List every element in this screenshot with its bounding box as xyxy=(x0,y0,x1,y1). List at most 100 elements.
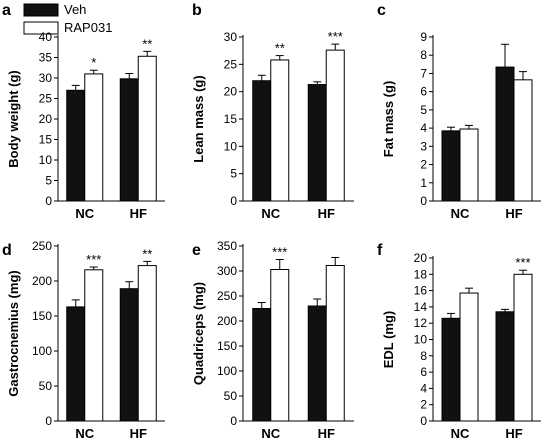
y-tick-label: 0 xyxy=(45,194,52,208)
x-tick-label: NC xyxy=(261,206,280,221)
y-tick-label: 5 xyxy=(420,103,427,117)
legend-swatch-veh xyxy=(23,3,59,17)
bar-hf-rap031 xyxy=(325,265,345,422)
bar-hf-veh xyxy=(495,311,515,422)
y-tick-label: 1 xyxy=(420,176,427,190)
panel-c: c Fat mass (g) 0 1 2 3 4 5 6 7 8 9 NC HF xyxy=(377,2,541,221)
y-tick-label: 16 xyxy=(414,284,428,298)
bar-hf-rap031 xyxy=(137,265,157,422)
bar-hf-rap031 xyxy=(513,79,533,202)
y-tick-label: 2 xyxy=(420,158,427,172)
y-tick-label: 15 xyxy=(224,112,238,126)
y-tick-label: 25 xyxy=(224,57,238,71)
y-tick-label: 20 xyxy=(39,112,53,126)
bar-nc-rap031 xyxy=(84,73,104,202)
y-tick-label: 4 xyxy=(420,121,427,135)
bar-hf-veh xyxy=(119,288,139,422)
x-tick-label: HF xyxy=(505,426,522,441)
panel-e: e Quadriceps (mg) 0 50 100 150 200 250 300 350 NC H… xyxy=(191,239,354,441)
x-tick-label: HF xyxy=(318,426,335,441)
y-tick-label: 12 xyxy=(414,316,428,330)
y-tick-label: 6 xyxy=(420,85,427,99)
significance-marker: ** xyxy=(275,41,285,56)
bar-nc-veh xyxy=(66,89,86,202)
y-tick-label: 35 xyxy=(39,51,53,65)
y-tick-label: 200 xyxy=(32,274,52,288)
bar-nc-rap031 xyxy=(270,269,290,422)
y-tick-label: 30 xyxy=(39,71,53,85)
bar-nc-rap031 xyxy=(459,128,479,202)
bar-hf-veh xyxy=(495,66,515,202)
y-tick-label: 150 xyxy=(32,309,52,323)
y-tick-label: 25 xyxy=(39,92,53,106)
bar-nc-rap031 xyxy=(459,292,479,422)
y-tick-label: 50 xyxy=(224,389,238,403)
significance-marker: *** xyxy=(272,245,287,260)
significance-marker: *** xyxy=(515,255,530,270)
y-tick-label: 0 xyxy=(45,414,52,428)
y-tick-label: 8 xyxy=(420,48,427,62)
y-tick-label: 0 xyxy=(420,414,427,428)
bar-hf-rap031 xyxy=(513,273,533,422)
bar-nc-veh xyxy=(441,317,461,422)
panel-f: f EDL (mg) 0 2 4 6 8 10 12 14 16 18 20 NC HF *** xyxy=(377,242,541,441)
y-tick-label: 6 xyxy=(420,365,427,379)
bar-nc-veh xyxy=(441,130,461,202)
y-tick-label: 10 xyxy=(224,139,238,153)
y-tick-label: 100 xyxy=(217,364,237,378)
y-tick-label: 0 xyxy=(420,194,427,208)
y-tick-label: 15 xyxy=(39,133,53,147)
y-tick-label: 5 xyxy=(45,174,52,188)
bar-hf-veh xyxy=(307,305,327,422)
significance-marker: ** xyxy=(142,36,152,51)
bar-nc-veh xyxy=(252,80,272,202)
panel-letter: e xyxy=(192,242,201,259)
y-tick-label: 5 xyxy=(230,167,237,181)
x-tick-label: NC xyxy=(75,206,94,221)
y-axis-label: Fat mass (g) xyxy=(381,81,396,158)
y-tick-label: 250 xyxy=(32,239,52,253)
panel-letter: b xyxy=(192,2,202,19)
y-tick-label: 40 xyxy=(39,30,53,44)
y-tick-label: 200 xyxy=(217,314,237,328)
panel-letter: a xyxy=(2,2,11,19)
panel-letter: d xyxy=(2,242,12,259)
x-tick-label: HF xyxy=(130,426,147,441)
bar-hf-rap031 xyxy=(137,55,157,202)
y-tick-label: 300 xyxy=(217,264,237,278)
y-tick-label: 4 xyxy=(420,381,427,395)
y-tick-label: 0 xyxy=(230,414,237,428)
significance-marker: * xyxy=(91,55,96,70)
x-tick-label: NC xyxy=(261,426,280,441)
legend-label-rap031: RAP031 xyxy=(64,20,112,35)
y-axis-label: EDL (mg) xyxy=(381,311,396,369)
x-tick-label: NC xyxy=(451,426,470,441)
legend-label-veh: Veh xyxy=(64,2,86,17)
y-tick-label: 0 xyxy=(230,194,237,208)
significance-marker: *** xyxy=(86,252,101,267)
bar-nc-veh xyxy=(66,306,86,422)
y-tick-label: 10 xyxy=(39,153,53,167)
y-tick-label: 18 xyxy=(414,267,428,281)
x-tick-label: NC xyxy=(75,426,94,441)
significance-marker: ** xyxy=(142,246,152,261)
y-tick-label: 100 xyxy=(32,344,52,358)
y-tick-label: 9 xyxy=(420,30,427,44)
y-tick-label: 350 xyxy=(217,239,237,253)
y-tick-label: 3 xyxy=(420,139,427,153)
legend-swatch-rap031 xyxy=(23,21,59,35)
y-tick-label: 30 xyxy=(224,30,238,44)
y-tick-label: 2 xyxy=(420,398,427,412)
legend: Veh RAP031 xyxy=(23,2,112,35)
y-tick-label: 10 xyxy=(414,333,428,347)
bar-hf-rap031 xyxy=(325,49,345,202)
bar-nc-rap031 xyxy=(84,269,104,422)
y-tick-label: 20 xyxy=(414,251,428,265)
y-tick-label: 7 xyxy=(420,66,427,80)
y-tick-label: 150 xyxy=(217,339,237,353)
y-axis-label: Gastrocnemius (mg) xyxy=(6,270,21,396)
